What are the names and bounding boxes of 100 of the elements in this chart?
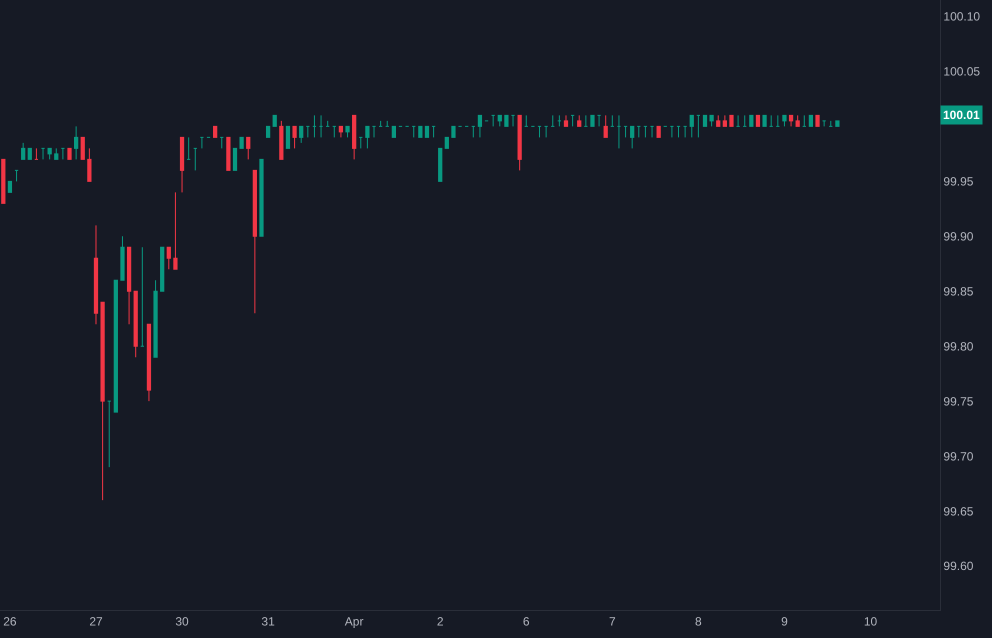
candlestick	[140, 246, 144, 347]
candlestick	[28, 148, 32, 160]
candlestick	[232, 148, 238, 171]
y-tick-label: 99.95	[943, 174, 974, 189]
candlestick	[729, 114, 734, 127]
x-tick-label: 30	[175, 614, 190, 628]
candlestick	[272, 114, 277, 127]
candlestick	[193, 148, 198, 171]
x-tick-label: 6	[522, 614, 530, 628]
candlestick	[54, 148, 58, 160]
candlestick	[650, 126, 654, 138]
y-tick-label: 99.85	[943, 284, 974, 298]
candlestick	[107, 400, 112, 468]
candlestick	[596, 114, 602, 127]
candlestick	[1, 158, 6, 204]
candlestick	[498, 114, 502, 127]
candlestick	[34, 148, 39, 160]
x-tick-label: Apr	[344, 614, 364, 628]
candlestick	[100, 302, 105, 501]
candlestick	[828, 120, 833, 127]
candlestick	[604, 114, 608, 138]
candlestick	[120, 236, 125, 281]
candlestick	[345, 126, 350, 138]
x-tick-label: 10	[864, 614, 878, 628]
candlestick	[478, 114, 482, 138]
candlestick	[524, 114, 528, 127]
candlestick	[40, 148, 46, 160]
candlestick	[736, 114, 740, 127]
candlestick	[240, 136, 244, 149]
candlestick	[749, 114, 754, 127]
candlestick	[94, 224, 98, 325]
candlestick	[292, 126, 297, 149]
candlestick	[584, 114, 588, 127]
candlestick	[318, 114, 324, 138]
candlestick	[590, 114, 595, 127]
candlestick	[610, 114, 614, 127]
candlestick	[358, 136, 363, 149]
candlestick	[491, 114, 496, 127]
candlestick	[60, 148, 66, 160]
candlestick	[80, 136, 85, 160]
candlestick	[412, 126, 416, 138]
candlestick	[246, 136, 250, 160]
candlestick	[769, 114, 774, 127]
candlestick	[252, 170, 257, 314]
candlestick	[676, 126, 681, 138]
candlestick	[226, 136, 230, 171]
y-tick-label: 99.90	[943, 230, 974, 244]
candlestick	[557, 114, 562, 127]
candlestick	[352, 114, 356, 160]
candlestick	[636, 126, 641, 138]
candlestick	[385, 120, 390, 127]
candlestick	[338, 126, 344, 138]
candlestick	[690, 114, 694, 138]
y-tick-label: 99.65	[943, 504, 974, 518]
candlestick	[67, 148, 72, 160]
candlestick	[710, 114, 714, 127]
candlestick	[332, 126, 336, 138]
x-tick-label: 27	[89, 614, 103, 628]
candlestick	[722, 114, 727, 127]
candlestick	[802, 114, 806, 127]
candlestick	[166, 246, 171, 270]
candlestick	[438, 148, 442, 182]
candlestick	[21, 142, 26, 160]
candlestick	[220, 136, 224, 149]
candlestick	[134, 290, 138, 358]
y-tick-label: 99.80	[943, 339, 974, 354]
x-tick-label: 2	[436, 614, 444, 628]
candlestick	[518, 114, 522, 171]
candlestick	[696, 114, 700, 138]
candlestick	[299, 126, 304, 144]
candlestick	[570, 114, 575, 127]
candlestick	[444, 136, 449, 149]
candlestick	[643, 126, 648, 138]
candlestick	[266, 126, 270, 138]
candlestick	[326, 120, 330, 127]
candlestick	[544, 126, 548, 138]
candlestick	[312, 114, 317, 138]
candlestick	[418, 126, 422, 138]
candlestick	[306, 126, 310, 138]
annotation: 100.01	[943, 108, 980, 122]
candlestick	[74, 126, 78, 160]
candlestick	[14, 170, 19, 182]
candlestick	[160, 246, 164, 292]
x-tick-label: 26	[3, 614, 17, 628]
candlestick	[815, 114, 820, 127]
candlestick	[577, 114, 582, 127]
candlestick	[742, 114, 747, 127]
x-tick-label: 31	[261, 614, 276, 628]
candlestick	[378, 120, 383, 127]
candlestick	[431, 126, 436, 138]
candlestick	[471, 126, 476, 138]
y-tick-label: 100.10	[943, 10, 980, 24]
candlestick	[762, 114, 767, 127]
candlestick	[796, 114, 800, 127]
candlestick	[835, 120, 840, 127]
candlestick	[259, 158, 264, 237]
candlestick	[286, 126, 290, 149]
candlestick	[186, 136, 191, 160]
candlestick	[623, 126, 628, 138]
candlestick	[788, 114, 794, 127]
